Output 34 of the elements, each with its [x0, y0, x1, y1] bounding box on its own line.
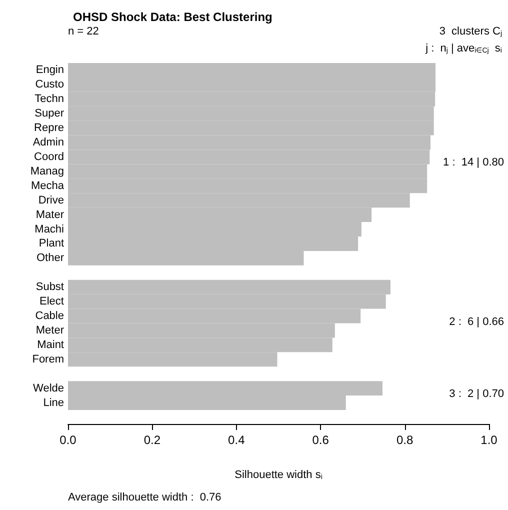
y-tick-label: Repre [34, 122, 64, 134]
y-tick-label: Coord [34, 150, 64, 163]
x-tick-label: 0.2 [144, 433, 161, 447]
annotation: 2 : 6 | 0.66 [449, 316, 504, 328]
chart-title: OHSD Shock Data: Best Clustering [73, 10, 272, 24]
y-tick-label: Mecha [30, 180, 65, 192]
y-tick-label: Super [34, 108, 64, 120]
text: n = 22 [68, 26, 99, 38]
y-tick-label: Subst [36, 281, 64, 294]
y-tick-label: Plant [38, 238, 64, 250]
y-tick-label: Forem [32, 353, 64, 366]
y-tick-label: Admin [32, 136, 64, 149]
y-tick-label: Techn [34, 93, 64, 106]
y-tick-label: Elect [40, 296, 64, 308]
y-tick-label: Machi [34, 223, 64, 236]
annotation: 1 : 14 | 0.80 [443, 156, 504, 169]
x-tick-label: 0.4 [228, 433, 246, 447]
y-tick-label: Line [43, 396, 64, 409]
text: Average silhouette width : 0.76 [68, 492, 222, 504]
y-tick-label: Welde [33, 382, 64, 394]
x-tick-label: 0.8 [396, 433, 414, 447]
y-tick-label: Drive [38, 194, 64, 206]
y-tick-label: Custo [35, 78, 64, 91]
y-tick-label: Cable [35, 310, 64, 322]
y-tick-label: Maint [37, 338, 64, 351]
y-tick-label: Engin [36, 64, 64, 76]
y-tick-label: Meter [36, 324, 64, 336]
annotation: 3 : 2 | 0.70 [449, 388, 504, 400]
x-tick-label: 0.0 [60, 433, 77, 447]
x-tick-label: 1.0 [480, 433, 498, 447]
y-tick-label: Manag [30, 165, 64, 178]
y-tick-label: Mater [36, 208, 64, 221]
y-tick-label: Other [36, 252, 64, 264]
x-tick-label: 0.6 [312, 433, 330, 447]
